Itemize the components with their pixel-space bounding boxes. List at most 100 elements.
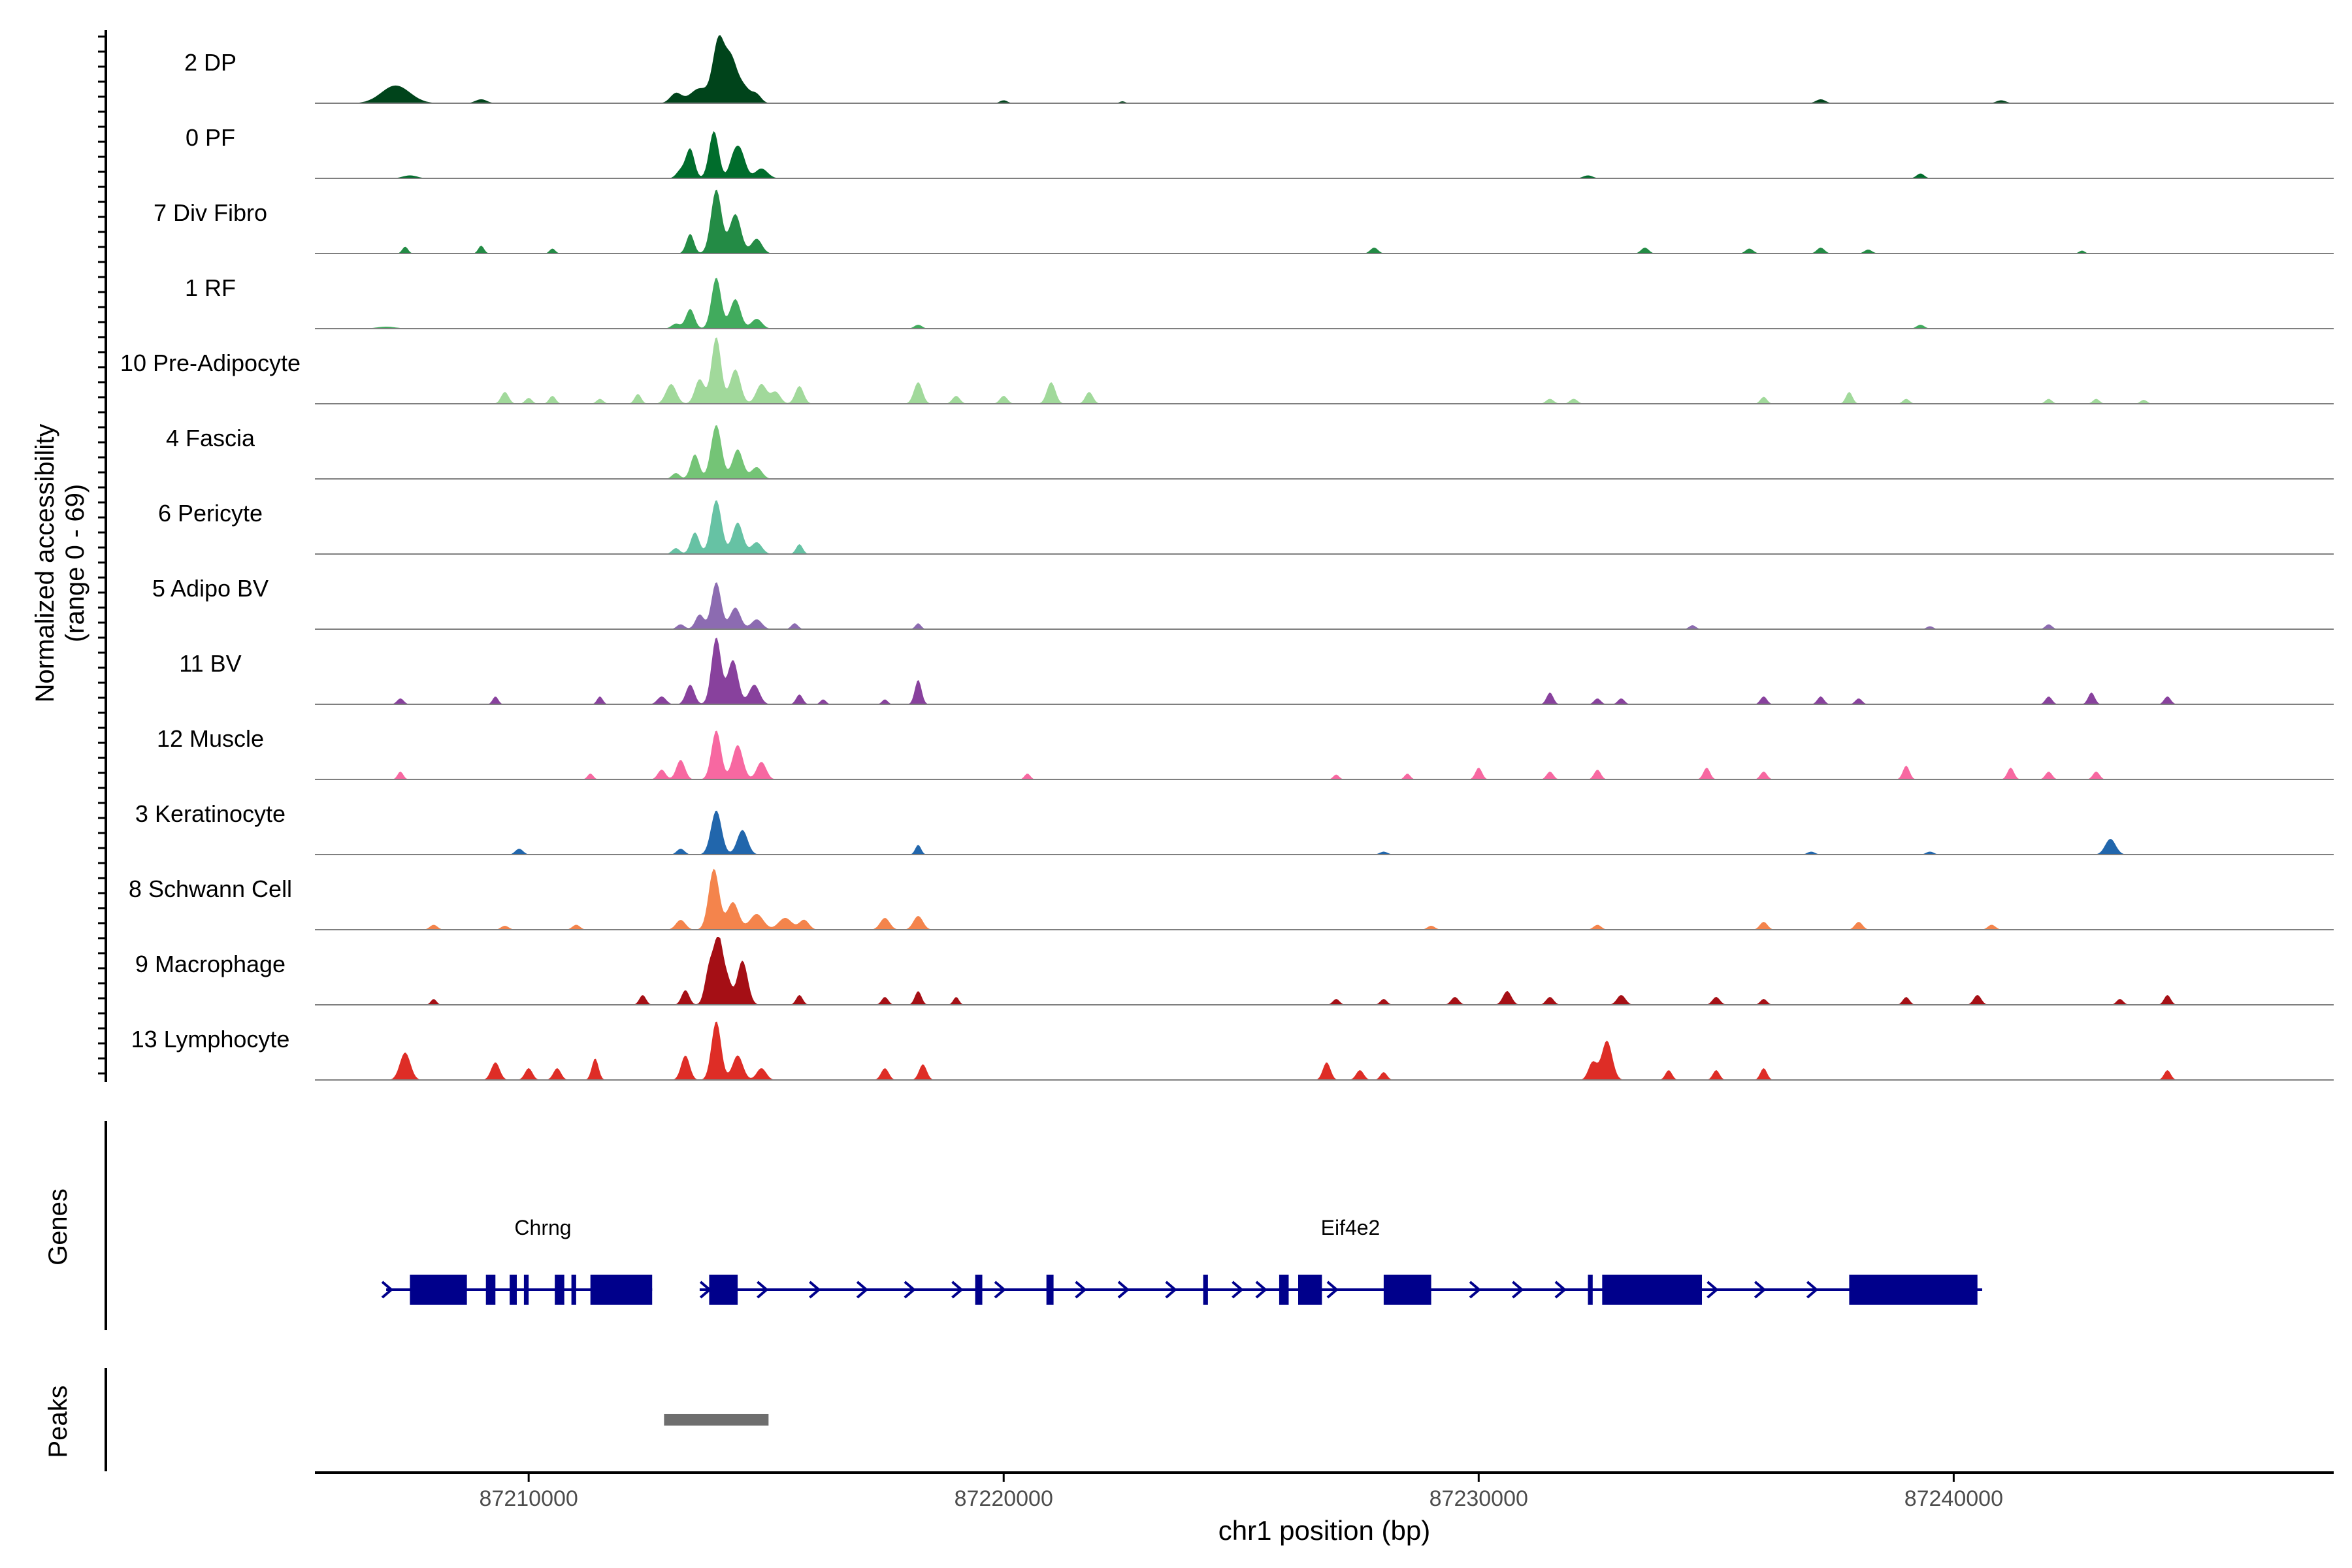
track-label: 2 DP [184, 49, 237, 76]
coverage-area [315, 582, 2334, 629]
track-9: 11 BV [179, 637, 2334, 705]
gene-exon [590, 1275, 653, 1305]
gene-exon [510, 1275, 517, 1305]
coverage-area [315, 35, 2334, 103]
gene-chrng: Chrng [381, 1216, 653, 1305]
x-tick-label: 87210000 [480, 1486, 578, 1511]
gene-exon [1298, 1275, 1322, 1305]
y-axis-ticks [98, 35, 106, 1075]
strand-arrow [1754, 1281, 1767, 1299]
strand-arrow [1255, 1281, 1267, 1299]
gene-exon [1383, 1275, 1431, 1305]
gene-exon [571, 1275, 576, 1305]
gene-exon [410, 1275, 467, 1305]
track-4: 1 RF [185, 274, 2334, 329]
x-axis-ticks: 87210000 87220000 87230000 87240000 [480, 1473, 2003, 1511]
strand-arrow [757, 1281, 769, 1299]
track-label: 1 RF [185, 274, 236, 301]
strand-arrow [699, 1281, 712, 1299]
x-axis-label: chr1 position (bp) [1218, 1515, 1431, 1546]
coverage-area [315, 425, 2334, 479]
strand-arrow [1469, 1281, 1482, 1299]
strand-arrow [1707, 1281, 1719, 1299]
track-label: 8 Schwann Cell [129, 875, 292, 902]
coverage-area [315, 1021, 2334, 1080]
track-10: 12 Muscle [157, 725, 2334, 780]
strand-arrow [1075, 1281, 1087, 1299]
coverage-area [315, 810, 2334, 855]
gene-exon [1849, 1275, 1978, 1305]
track-label: 3 Keratinocyte [135, 800, 286, 827]
track-label: 10 Pre-Adipocyte [120, 350, 301, 376]
strand-arrow [1232, 1281, 1244, 1299]
track-12: 8 Schwann Cell [129, 868, 2334, 930]
gene-exon [975, 1275, 983, 1305]
peaks-panel-label: Peaks [44, 1385, 73, 1458]
coverage-area [315, 730, 2334, 779]
coverage-area [315, 868, 2334, 930]
strand-arrow [1165, 1281, 1177, 1299]
track-label: 7 Div Fibro [154, 199, 267, 226]
track-14: 13 Lymphocyte [131, 1021, 2334, 1081]
strand-arrow [951, 1281, 964, 1299]
track-2: 0 PF [186, 124, 2334, 179]
track-label: 12 Muscle [157, 725, 264, 752]
strand-arrow [1512, 1281, 1524, 1299]
strand-arrow [1806, 1281, 1819, 1299]
track-label: 9 Macrophage [135, 951, 286, 977]
track-label: 0 PF [186, 124, 235, 151]
x-tick-label: 87220000 [955, 1486, 1053, 1511]
coverage-area [315, 131, 2334, 178]
track-label: 13 Lymphocyte [131, 1026, 290, 1053]
gene-exon [1046, 1275, 1054, 1305]
gene-exon [1203, 1275, 1208, 1305]
gene-exon [1279, 1275, 1289, 1305]
strand-arrow [1117, 1281, 1130, 1299]
genes-panel-label: Genes [44, 1188, 73, 1266]
coverage-area [315, 337, 2334, 404]
gene-label: Chrng [514, 1216, 571, 1239]
y-axis-label-line2: (range 0 - 69) [61, 484, 90, 642]
coverage-area [315, 278, 2334, 329]
track-label: 4 Fascia [166, 425, 255, 451]
coverage-area [315, 637, 2334, 704]
y-axis-label-line1: Normalized accessibility [31, 424, 59, 703]
track-label: 5 Adipo BV [152, 575, 269, 602]
track-13: 9 Macrophage [135, 937, 2334, 1005]
gene-exon [555, 1275, 564, 1305]
gene-eif4e2: Eif4e2 [699, 1216, 1982, 1305]
strand-arrow [856, 1281, 869, 1299]
coverage-area [315, 937, 2334, 1005]
gene-exon [1588, 1275, 1593, 1305]
track-8: 5 Adipo BV [152, 575, 2334, 630]
gene-exon [523, 1275, 529, 1305]
track-label: 6 Pericyte [158, 500, 263, 527]
track-5: 10 Pre-Adipocyte [120, 337, 2334, 404]
gene-label: Eif4e2 [1321, 1216, 1380, 1239]
gene-exon [485, 1275, 496, 1305]
x-tick-label: 87230000 [1429, 1486, 1528, 1511]
x-tick-label: 87240000 [1904, 1486, 2003, 1511]
strand-arrow [1554, 1281, 1567, 1299]
gene-exon [709, 1275, 738, 1305]
track-7: 6 Pericyte [158, 500, 2334, 555]
peak-region [664, 1414, 769, 1426]
coverage-area [315, 500, 2334, 554]
track-label: 11 BV [179, 650, 241, 677]
peak-regions [664, 1414, 769, 1426]
strand-arrow [994, 1281, 1007, 1299]
track-3: 7 Div Fibro [154, 189, 2334, 254]
strand-arrow [904, 1281, 916, 1299]
strand-arrow [809, 1281, 821, 1299]
track-1: 2 DP [184, 35, 2334, 104]
strand-arrow [381, 1281, 394, 1299]
track-11: 3 Keratinocyte [135, 800, 2334, 855]
track-6: 4 Fascia [166, 425, 2334, 480]
coverage-tracks: 2 DP 0 PF 7 Div Fibro 1 RF 10 Pre-Adipocyte 4… [120, 35, 2334, 1081]
gene-annotations: Chrng Eif4e2 [381, 1216, 1982, 1305]
strand-arrow [1326, 1281, 1339, 1299]
gene-exon [1602, 1275, 1703, 1305]
coverage-area [315, 189, 2334, 253]
